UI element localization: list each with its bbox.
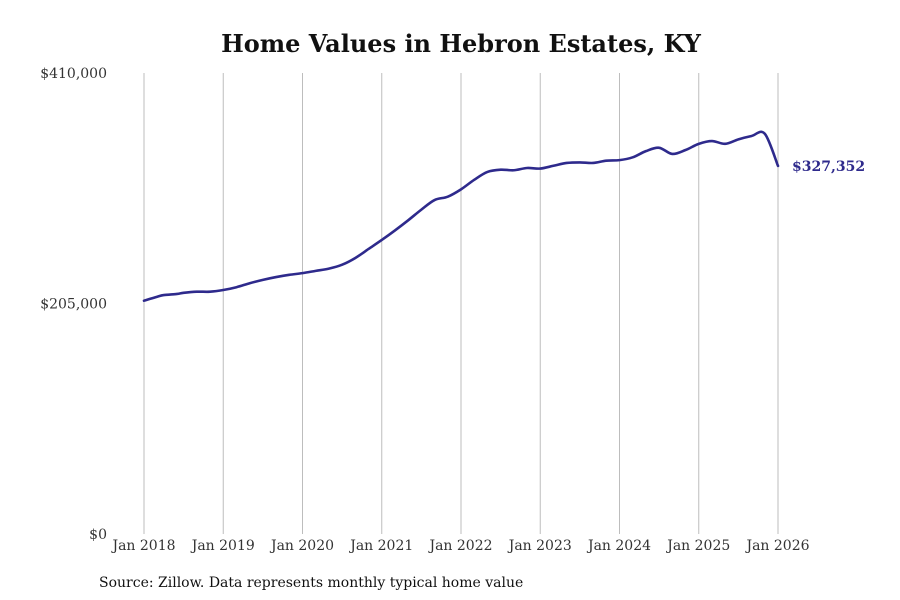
x-axis-tick-labels: Jan 2018 Jan 2019 Jan 2020 Jan 2021 Jan 2022… [110, 538, 809, 554]
x-tick-label: Jan 2020 [269, 538, 334, 554]
x-tick-label: Jan 2025 [665, 538, 730, 554]
x-tick-label: Jan 2022 [427, 538, 492, 554]
source-note: Source: Zillow. Data represents monthly … [99, 575, 523, 591]
series-layer [142, 130, 780, 302]
x-tick-label: Jan 2019 [190, 538, 255, 554]
x-tick-label: Jan 2018 [110, 538, 175, 554]
series-line [142, 130, 780, 302]
x-tick-label: Jan 2026 [744, 538, 809, 554]
x-tick-label: Jan 2024 [586, 538, 651, 554]
y-tick-label: $205,000 [40, 297, 107, 313]
x-tick-label: Jan 2021 [348, 538, 413, 554]
y-tick-label: $410,000 [40, 66, 107, 82]
end-value-label: $327,352 [792, 159, 865, 175]
y-axis-tick-labels: $0 $205,000 $410,000 [40, 66, 107, 543]
chart-title: Home Values in Hebron Estates, KY [221, 29, 702, 58]
grid-lines [143, 73, 779, 534]
x-tick-label: Jan 2023 [507, 538, 572, 554]
y-tick-label: $0 [89, 527, 107, 543]
